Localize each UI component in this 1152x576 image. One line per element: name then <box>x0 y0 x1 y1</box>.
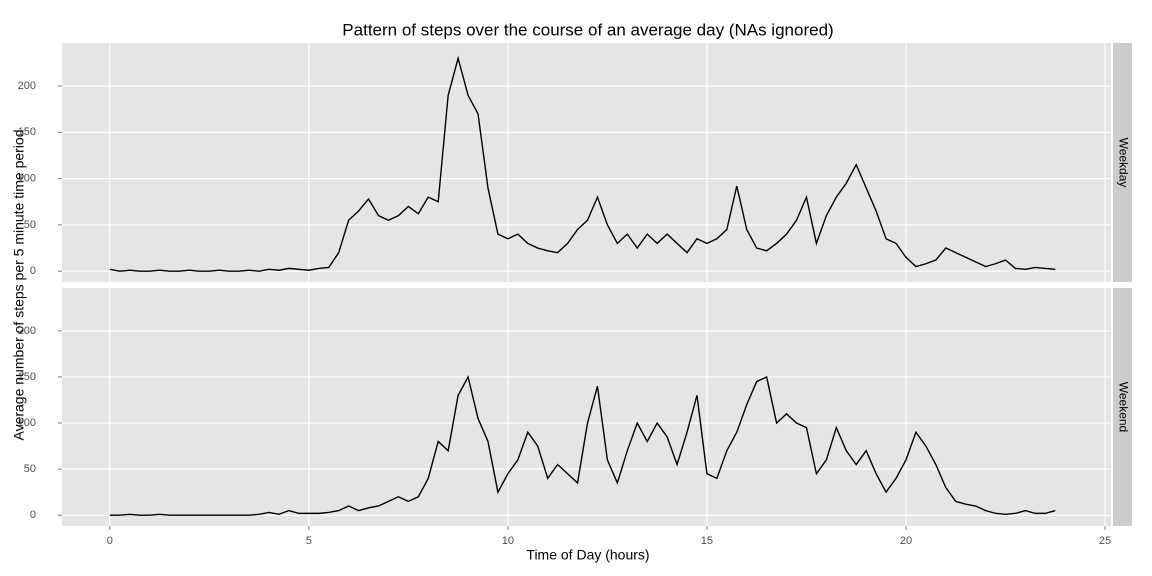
y-tick-label: 100 <box>18 417 36 429</box>
y-tick-label: 0 <box>30 509 36 521</box>
facet-label: Weekday <box>1116 138 1130 188</box>
x-tick-label: 20 <box>900 535 912 547</box>
facet-strip <box>1113 43 1132 282</box>
x-tick-label: 25 <box>1099 535 1111 547</box>
x-tick-label: 15 <box>701 535 713 547</box>
y-tick-label: 100 <box>18 173 36 185</box>
y-tick-label: 50 <box>24 219 36 231</box>
y-tick-label: 200 <box>18 325 36 337</box>
y-tick-label: 50 <box>24 463 36 475</box>
y-tick-label: 150 <box>18 371 36 383</box>
y-tick-label: 200 <box>18 80 36 92</box>
x-tick-label: 5 <box>306 535 312 547</box>
y-tick-label: 0 <box>30 265 36 277</box>
facet-label: Weekend <box>1116 382 1130 432</box>
chart-title: Pattern of steps over the course of an a… <box>342 20 833 39</box>
data-line <box>109 55 1056 272</box>
panel-background <box>62 43 1111 282</box>
panel-background <box>62 288 1111 526</box>
x-tick-label: 0 <box>107 535 113 547</box>
facet-strip <box>1113 288 1132 526</box>
y-axis-label: Average number of steps per 5 minute tim… <box>11 129 27 440</box>
data-line <box>109 375 1056 516</box>
y-tick-label: 150 <box>18 126 36 138</box>
x-tick-label: 10 <box>502 535 514 547</box>
x-axis-label: Time of Day (hours) <box>526 547 649 563</box>
